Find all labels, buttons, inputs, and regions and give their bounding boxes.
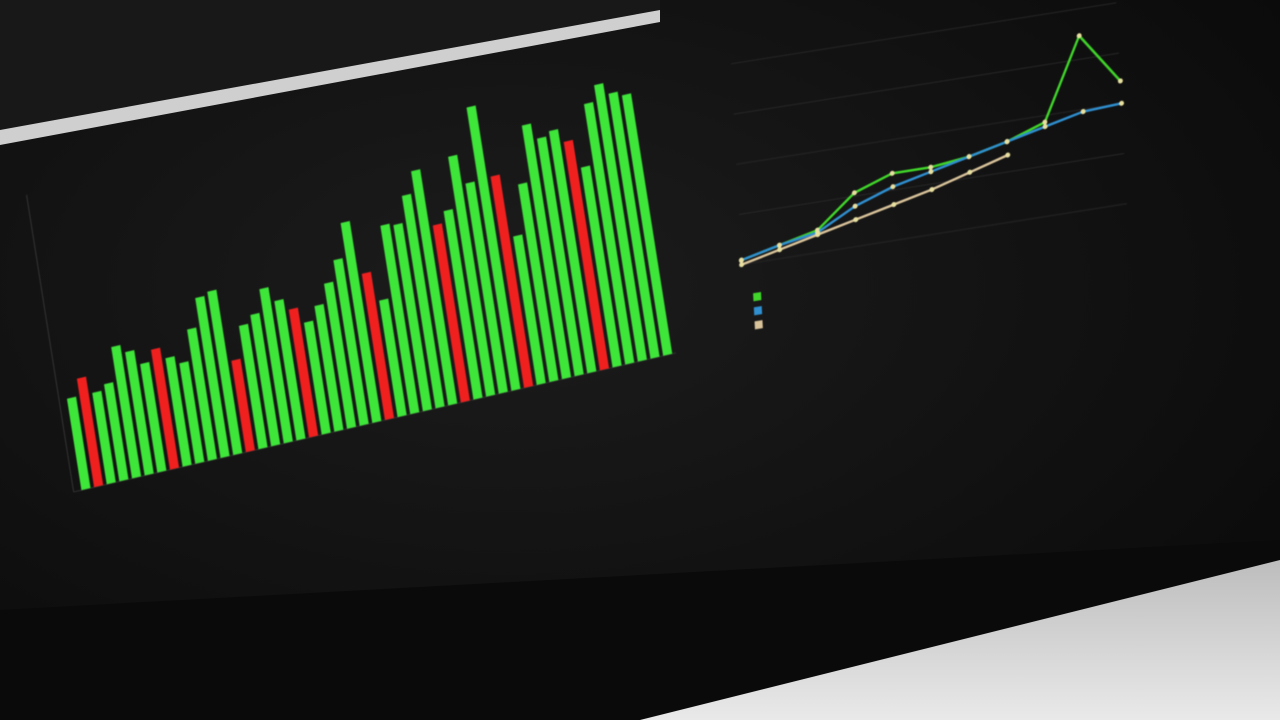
data-point [928, 169, 934, 175]
bar [393, 223, 432, 412]
gridline [741, 203, 1127, 266]
bar [66, 396, 91, 491]
data-point [1005, 152, 1011, 158]
bar [448, 154, 496, 397]
bar [231, 358, 255, 453]
data-point [851, 190, 857, 196]
bar [361, 271, 395, 421]
bar [111, 344, 142, 479]
line-chart [731, 2, 1127, 330]
data-point [967, 169, 973, 175]
bar [274, 299, 306, 441]
bar [314, 303, 344, 432]
gridline [736, 102, 1122, 165]
data-point [739, 262, 745, 268]
bar [594, 83, 647, 362]
top-window-strip [0, 0, 660, 130]
bar [411, 169, 458, 406]
data-point [891, 202, 897, 208]
bar [324, 281, 357, 429]
data-point [852, 203, 858, 209]
y-axis [26, 194, 75, 493]
data-point [777, 247, 783, 253]
bar [165, 356, 192, 467]
data-point [929, 187, 935, 193]
bar [76, 376, 104, 488]
bar [333, 258, 369, 426]
data-point [1117, 78, 1123, 84]
series-line [741, 153, 1009, 266]
bar [380, 223, 420, 415]
data-point [853, 217, 859, 223]
data-point [966, 154, 972, 160]
series-line [741, 33, 1122, 262]
bar [92, 390, 116, 485]
data-point [1042, 119, 1048, 125]
bar [583, 102, 635, 365]
data-point [928, 164, 934, 170]
line-chart-panel [690, 0, 1170, 341]
top-window-edge [0, 10, 660, 145]
bar [518, 182, 559, 383]
bar [521, 123, 572, 380]
bar [513, 234, 546, 386]
bar [466, 105, 521, 391]
data-point [815, 232, 821, 238]
bar [490, 174, 534, 388]
series-line [741, 102, 1122, 262]
data-point [889, 170, 895, 176]
bar [259, 287, 293, 444]
bar-chart [26, 83, 676, 493]
data-point [1004, 139, 1010, 145]
bar [187, 327, 217, 461]
bar [207, 289, 243, 456]
legend-swatch [753, 306, 763, 316]
gridline [733, 52, 1119, 115]
data-point [890, 184, 896, 190]
bar [250, 312, 281, 447]
data-point [1080, 109, 1086, 115]
bar [608, 91, 660, 359]
bar [140, 362, 167, 473]
bar [195, 295, 230, 459]
bar [288, 307, 319, 438]
bar [536, 136, 584, 377]
bar [580, 165, 622, 368]
bar [238, 323, 268, 450]
bar-chart-panel [0, 0, 721, 550]
bar [103, 382, 129, 482]
data-point [1076, 33, 1082, 39]
gridline [738, 152, 1125, 215]
data-point [776, 242, 782, 248]
bar [379, 298, 407, 418]
bar [125, 350, 154, 476]
bar [548, 129, 597, 374]
bar [432, 223, 470, 403]
bar [401, 193, 445, 409]
bar [465, 181, 508, 394]
legend-swatch [754, 320, 763, 330]
data-point [1042, 124, 1048, 130]
bar [340, 220, 382, 424]
bar [179, 361, 205, 464]
bar [443, 209, 483, 400]
data-point [738, 257, 744, 263]
data-point [1119, 100, 1125, 106]
legend-swatch [753, 292, 762, 302]
bar [150, 347, 180, 470]
bar [563, 139, 610, 371]
desk-surface [640, 560, 1280, 720]
gridline [731, 2, 1117, 65]
bar [621, 93, 673, 356]
bar [303, 320, 331, 435]
